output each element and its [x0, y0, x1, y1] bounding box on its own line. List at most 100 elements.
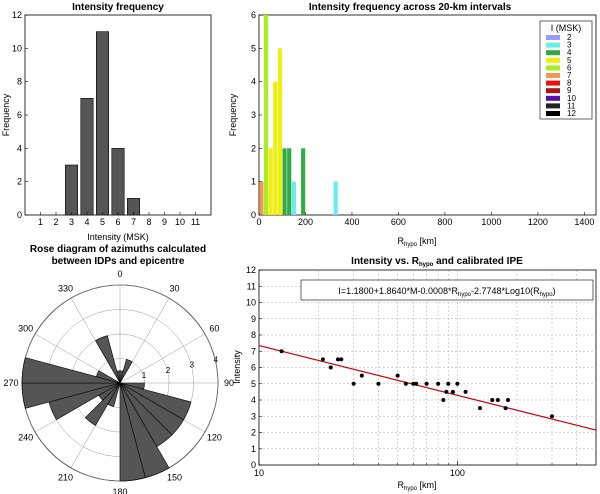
- x-tick-label: 4: [84, 217, 89, 227]
- rose-sector-330: [95, 335, 121, 384]
- data-point: [339, 357, 344, 362]
- data-point: [446, 381, 451, 386]
- legend-swatch-10: [546, 95, 560, 101]
- data-point: [424, 381, 429, 386]
- y-tick-label: 3: [251, 110, 256, 120]
- chart3-title: Rose diagram of azimuths calculated: [30, 244, 206, 255]
- rose-angle-label: 240: [18, 433, 33, 443]
- rose-angle-label: 210: [58, 472, 73, 482]
- data-point: [320, 357, 325, 362]
- y-tick-label: 12: [12, 10, 22, 20]
- y-tick-label: 6: [17, 110, 22, 120]
- y-tick-label: 5: [251, 379, 256, 389]
- legend-label: 6: [567, 63, 572, 72]
- intensity-vs-distance-chart: Intensity vs. Rhypo and calibrated IPE 0…: [232, 256, 597, 492]
- y-tick-label: 11: [247, 281, 256, 291]
- data-point: [414, 381, 419, 386]
- chart4-title-b: and calibrated IPE: [433, 256, 523, 267]
- y-tick-label: 6: [251, 363, 256, 373]
- x-tick-label: 10: [175, 217, 185, 227]
- data-point: [411, 381, 416, 386]
- chart4-xlabel-unit: [km]: [417, 480, 437, 490]
- y-tick-label: 9: [251, 314, 256, 324]
- rose-sector-270: [21, 357, 121, 384]
- x-tick-label: 1400: [574, 217, 594, 227]
- bar-bin-110: [282, 148, 287, 215]
- y-tick-label: 8: [251, 330, 256, 340]
- rose-sector-165: [119, 382, 146, 482]
- legend-swatch-6: [546, 65, 560, 71]
- x-tick-label: 0: [256, 217, 261, 227]
- legend-label: 7: [567, 71, 572, 80]
- data-point: [490, 398, 495, 402]
- chart1-ylabel: Frequency: [1, 93, 11, 136]
- eq-part-2: hypo: [458, 292, 472, 298]
- bar-intensity-6: [111, 148, 125, 216]
- y-tick-label: 1: [251, 177, 256, 187]
- y-tick-label: 12: [246, 265, 256, 275]
- data-point: [441, 398, 446, 402]
- legend-label: 12: [567, 109, 576, 118]
- rose-sector-210: [84, 382, 121, 426]
- rose-sector-15: [119, 358, 133, 384]
- bar-intensity-5: [96, 31, 110, 216]
- y-tick-label: 4: [251, 395, 256, 405]
- y-tick-label: 3: [251, 411, 256, 421]
- x-tick-label: 800: [437, 217, 452, 227]
- y-tick-label: 2: [17, 177, 22, 187]
- data-point: [503, 406, 508, 411]
- y-tick-label: 7: [251, 346, 256, 356]
- bar-bin-330: [333, 181, 338, 215]
- bar-bin-90: [277, 48, 283, 216]
- data-point: [403, 381, 408, 386]
- bar-bin-50: [268, 148, 273, 215]
- x-tick-label: 6: [115, 217, 120, 227]
- distance-frequency-chart: Intensity frequency across 20-km interva…: [228, 2, 597, 248]
- rose-angle-label: 300: [18, 324, 33, 334]
- rose-angle-label: 150: [167, 472, 182, 482]
- legend-label: 8: [567, 79, 572, 88]
- rose-angle-label: 0: [117, 269, 122, 279]
- legend-swatch-5: [546, 57, 560, 63]
- rose-angle-label: 30: [169, 284, 179, 294]
- x-tick-label: 1200: [528, 217, 548, 227]
- chart2-xlabel-sub: hypo: [404, 242, 418, 248]
- data-point: [477, 406, 482, 411]
- equation-box: [300, 279, 594, 301]
- bar-bin-190: [301, 148, 306, 215]
- chart4-xlabel-main: R: [397, 480, 404, 490]
- y-tick-label: 8: [17, 77, 22, 87]
- chart4-title-sub: hypo: [419, 262, 434, 268]
- y-tick-label: 6: [251, 10, 256, 20]
- x-tick-label: 200: [298, 217, 313, 227]
- legend-swatch-11: [546, 103, 560, 109]
- rose-spoke: [119, 333, 205, 384]
- legend-swatch-7: [546, 73, 560, 78]
- rose-angle-label: 60: [209, 324, 219, 334]
- y-tick-label: 0: [251, 460, 256, 470]
- chart4-ylabel: Intensity: [232, 350, 242, 384]
- chart2-ylabel: Frequency: [228, 93, 238, 136]
- rose-angle-label: 90: [224, 378, 234, 388]
- rose-diagram-chart: Rose diagram of azimuths calculated betw…: [3, 244, 234, 494]
- y-tick-label: 4: [251, 77, 256, 87]
- eq-part-3: -2.7748*Log10(R: [471, 286, 540, 296]
- bar-bin-10: [259, 181, 264, 215]
- chart2-xlabel-main: R: [397, 236, 404, 246]
- y-tick-label: 10: [246, 298, 256, 308]
- data-point: [450, 389, 455, 394]
- x-tick-label: 2: [53, 217, 58, 227]
- rose-angle-label: 180: [112, 487, 127, 494]
- data-point: [328, 365, 333, 370]
- rose-angle-label: 330: [58, 284, 73, 294]
- data-point: [359, 373, 364, 378]
- y-tick-label: 0: [251, 210, 256, 220]
- legend-label: 4: [567, 48, 572, 57]
- chart1-xlabel: Intensity (MSK): [87, 232, 149, 242]
- data-point: [463, 389, 468, 394]
- chart3-title-line2: between IDPs and epicentre: [52, 256, 185, 267]
- legend-label: 11: [567, 101, 576, 110]
- rose-ring-label: 2: [166, 366, 171, 375]
- eq-part-1: I=1.1800+1.8640*M-0.0008*R: [338, 286, 458, 296]
- legend-label: 2: [567, 33, 572, 42]
